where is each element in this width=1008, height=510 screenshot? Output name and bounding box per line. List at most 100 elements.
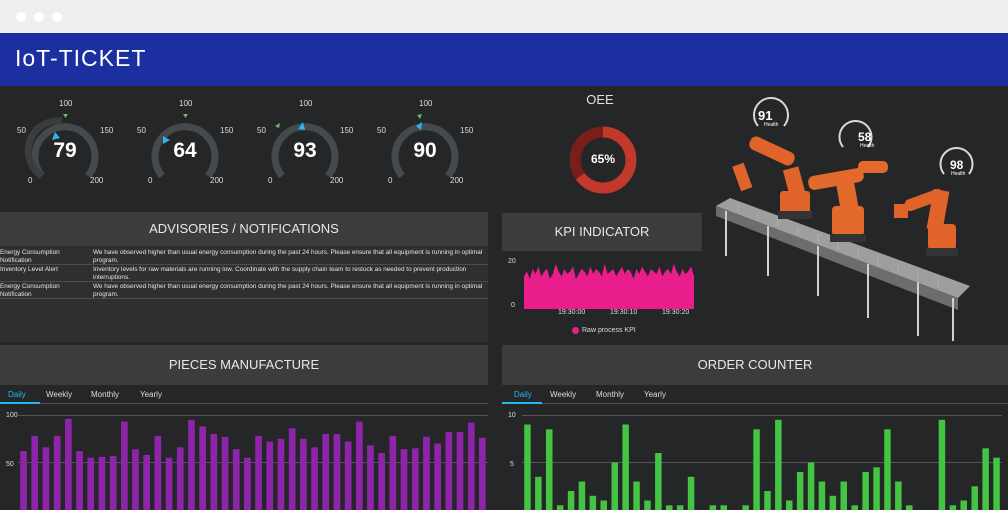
bar	[546, 429, 553, 510]
robot-health-label: Health	[860, 143, 875, 149]
bar	[322, 434, 330, 510]
advisories-panel: Energy Consumption Notification We have …	[0, 246, 488, 342]
tab-weekly[interactable]: Weekly	[46, 390, 73, 399]
bar	[676, 505, 684, 510]
gauge-2[interactable]: 64 100 50 150 0 200	[130, 96, 240, 206]
gauge-tick: 0	[148, 176, 153, 185]
bar	[199, 426, 206, 510]
gauge-tick: 0	[28, 176, 33, 185]
gauge-value: 90	[413, 139, 437, 162]
oee-donut[interactable]	[563, 120, 643, 200]
bar	[188, 419, 195, 510]
table-row[interactable]: Inventory Level Alert Inventory levels f…	[0, 265, 488, 282]
kpi-x-tick: 19:30:20	[662, 309, 690, 316]
kpi-area-chart[interactable]	[524, 259, 694, 309]
bar	[764, 491, 771, 510]
bar	[434, 443, 441, 510]
bar	[456, 432, 464, 510]
bar	[873, 467, 880, 510]
bar	[906, 505, 913, 510]
robot-line-illustration	[716, 97, 974, 341]
pieces-bar-chart[interactable]	[18, 415, 488, 510]
bar	[378, 453, 385, 510]
gauge-value: 64	[173, 139, 197, 162]
bar	[556, 505, 564, 510]
iot-ticket-logo[interactable]: IoT-TICKET	[15, 45, 147, 71]
kpi-x-tick: 19:30:10	[610, 309, 638, 316]
bar	[644, 500, 651, 510]
bar	[633, 481, 640, 510]
bar	[611, 462, 618, 510]
window-dot-icon[interactable]	[52, 12, 62, 22]
bar	[65, 418, 72, 510]
gauge-dial-icon	[271, 122, 339, 179]
gauge-tick: 200	[90, 176, 104, 185]
bar	[753, 429, 760, 510]
bar	[993, 457, 1000, 510]
bar	[709, 505, 717, 510]
window-dot-icon[interactable]	[16, 12, 26, 22]
tab-yearly[interactable]: Yearly	[644, 390, 666, 399]
bar	[288, 428, 296, 510]
bar	[666, 505, 673, 510]
kpi-legend[interactable]: Raw process KPI	[582, 327, 636, 334]
tab-yearly[interactable]: Yearly	[140, 390, 162, 399]
bar	[356, 421, 363, 510]
bar	[31, 435, 39, 510]
gauge-tick: 200	[330, 176, 344, 185]
bar	[143, 454, 150, 510]
table-row[interactable]: Energy Consumption Notification We have …	[0, 248, 488, 265]
gauge-tick: 100	[179, 99, 193, 108]
legend-swatch-icon	[572, 327, 579, 334]
gauge-tick: 100	[419, 99, 433, 108]
bar	[445, 432, 453, 510]
gauge-tick: 150	[340, 126, 354, 135]
bar	[132, 449, 139, 510]
bar	[786, 500, 793, 510]
robot-health-value: 58	[858, 130, 872, 144]
gauge-3[interactable]: 93 100 50 150 0 200	[250, 96, 360, 206]
orders-y-tick: 10	[508, 412, 516, 419]
active-tab-indicator	[0, 402, 40, 404]
tab-daily[interactable]: Daily	[514, 390, 532, 399]
gauge-tick: 0	[388, 176, 393, 185]
bar	[277, 438, 285, 510]
gauge-tick: 100	[299, 99, 313, 108]
bar	[742, 505, 749, 510]
bar	[578, 481, 586, 510]
kpi-panel: 20 0 19:30:00 19:30:10 19:30:20 Raw proc…	[502, 251, 702, 343]
kpi-x-tick: 19:30:00	[558, 309, 586, 316]
orders-bar-chart[interactable]	[522, 415, 1002, 510]
bar	[411, 448, 419, 510]
tab-daily[interactable]: Daily	[8, 390, 26, 399]
gauge-4[interactable]: 90 100 50 150 0 200	[370, 96, 480, 206]
table-row[interactable]: Energy Consumption Notification We have …	[0, 282, 488, 299]
tab-weekly[interactable]: Weekly	[550, 390, 577, 399]
orders-title: ORDER COUNTER	[502, 345, 1008, 385]
tab-monthly[interactable]: Monthly	[596, 390, 625, 399]
oee-title: OEE	[586, 92, 614, 107]
dashboard: 79 100 50 150 0 200 64 100 50 150 0 200 …	[0, 86, 1008, 510]
bar	[76, 451, 83, 510]
kpi-y-bottom: 0	[511, 302, 515, 309]
bar	[311, 447, 318, 510]
bar	[949, 505, 957, 510]
bar	[165, 457, 173, 510]
tab-monthly[interactable]: Monthly	[91, 390, 120, 399]
bar	[655, 453, 662, 510]
bar	[423, 436, 430, 510]
kpi-title: KPI INDICATOR	[502, 213, 702, 251]
bar	[400, 449, 408, 510]
bar	[244, 457, 251, 510]
bar	[210, 434, 218, 510]
bar	[851, 505, 858, 510]
advisory-category: Inventory Level Alert	[0, 266, 58, 273]
tab-divider	[502, 403, 1008, 404]
window-dot-icon[interactable]	[34, 12, 44, 22]
bar	[960, 500, 967, 510]
bar	[829, 495, 837, 510]
active-tab-indicator	[502, 402, 542, 404]
gauge-tick: 50	[377, 126, 386, 135]
advisory-message: Inventory levels for raw materials are r…	[93, 266, 467, 281]
gauge-1[interactable]: 79 100 50 150 0 200	[10, 96, 120, 206]
